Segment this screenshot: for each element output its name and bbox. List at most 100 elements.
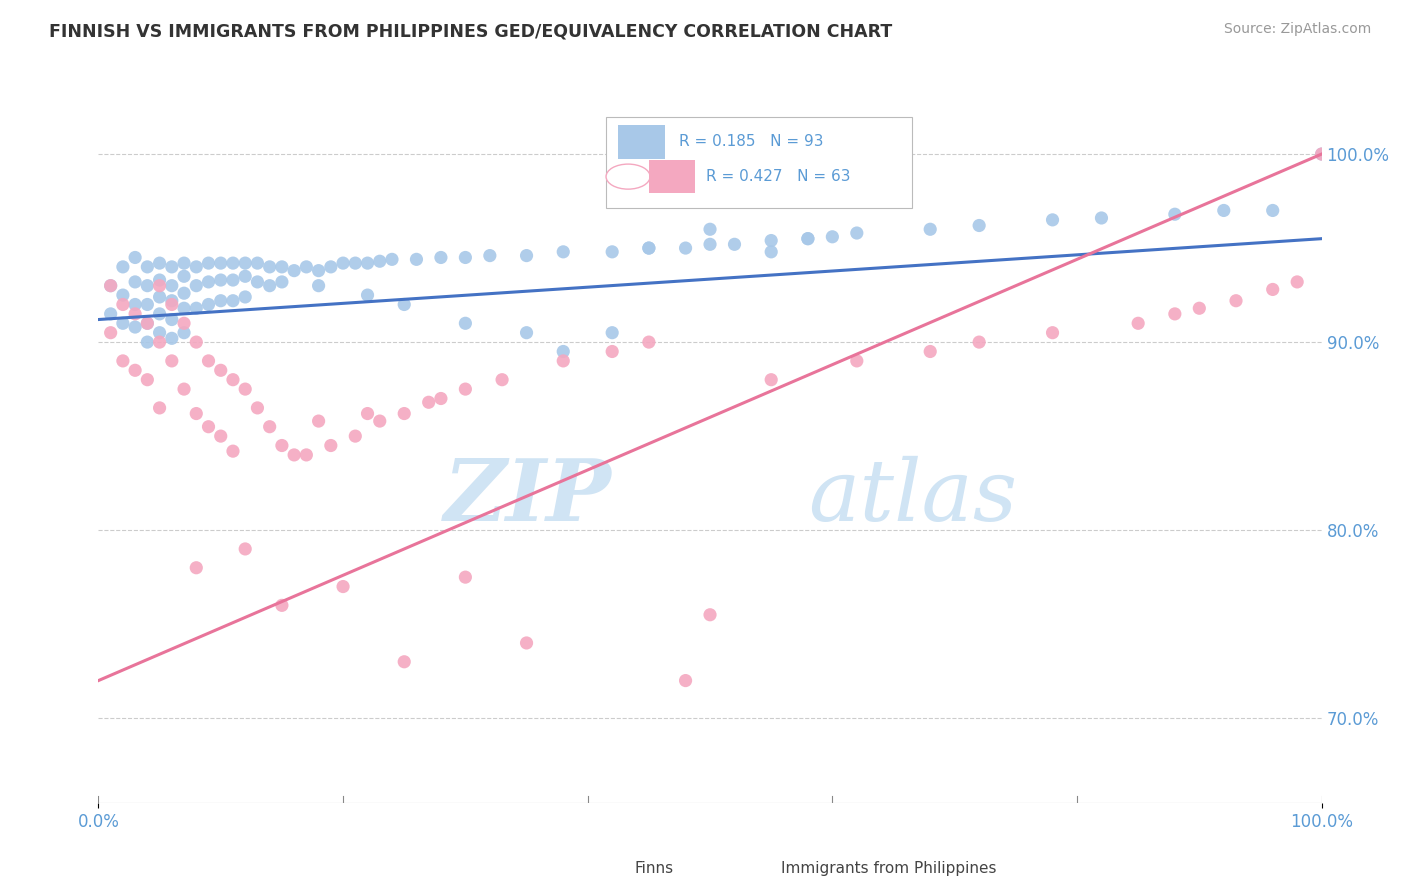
Point	[222, 273, 245, 287]
Point	[761, 244, 783, 259]
Point	[295, 448, 318, 462]
Point	[797, 232, 820, 246]
Point	[675, 241, 697, 255]
Point	[136, 335, 159, 350]
Point	[136, 297, 159, 311]
Point	[600, 344, 623, 359]
Point	[356, 288, 378, 302]
Point	[1310, 147, 1333, 161]
Point	[723, 237, 745, 252]
Point	[295, 260, 318, 274]
Point	[392, 297, 416, 311]
Circle shape	[606, 164, 650, 189]
Point	[319, 260, 342, 274]
Point	[967, 219, 990, 233]
Point	[332, 580, 354, 594]
Point	[1188, 301, 1211, 316]
Point	[638, 241, 661, 255]
Point	[283, 263, 305, 277]
Point	[222, 256, 245, 270]
Point	[1261, 203, 1284, 218]
Point	[173, 256, 195, 270]
Point	[136, 278, 159, 293]
Point	[600, 244, 623, 259]
Point	[233, 541, 256, 556]
Point	[186, 560, 208, 574]
Point	[392, 655, 416, 669]
Point	[111, 354, 134, 368]
Point	[491, 373, 513, 387]
Point	[478, 249, 501, 263]
Point	[454, 382, 477, 396]
Point	[1286, 275, 1309, 289]
Point	[136, 373, 159, 387]
Point	[454, 316, 477, 330]
Point	[246, 256, 269, 270]
Point	[186, 260, 208, 274]
Point	[186, 407, 208, 421]
Point	[186, 278, 208, 293]
Point	[553, 354, 575, 368]
Point	[638, 241, 661, 255]
Point	[246, 275, 269, 289]
Point	[173, 326, 195, 340]
Point	[761, 234, 783, 248]
Point	[368, 254, 391, 268]
Point	[149, 278, 172, 293]
Point	[209, 429, 232, 443]
Point	[149, 290, 172, 304]
Point	[111, 297, 134, 311]
Point	[418, 395, 440, 409]
Point	[222, 444, 245, 458]
Point	[209, 293, 232, 308]
Point	[600, 326, 623, 340]
Point	[100, 278, 122, 293]
Point	[1310, 147, 1333, 161]
Text: ZIP: ZIP	[444, 455, 612, 539]
Point	[233, 382, 256, 396]
Point	[124, 363, 146, 377]
Point	[209, 256, 232, 270]
Text: FINNISH VS IMMIGRANTS FROM PHILIPPINES GED/EQUIVALENCY CORRELATION CHART: FINNISH VS IMMIGRANTS FROM PHILIPPINES G…	[49, 22, 893, 40]
Point	[149, 335, 172, 350]
Point	[515, 636, 537, 650]
Point	[149, 326, 172, 340]
Point	[160, 312, 183, 326]
Point	[308, 278, 330, 293]
Point	[173, 316, 195, 330]
Point	[222, 373, 245, 387]
Point	[160, 260, 183, 274]
Point	[553, 344, 575, 359]
Text: atlas: atlas	[808, 455, 1017, 538]
Point	[920, 222, 942, 236]
Point	[173, 301, 195, 316]
Point	[381, 252, 404, 267]
Point	[515, 249, 537, 263]
Point	[1090, 211, 1112, 225]
Point	[270, 599, 294, 613]
Point	[1164, 207, 1187, 221]
Point	[124, 307, 146, 321]
Point	[821, 229, 844, 244]
FancyBboxPatch shape	[606, 118, 912, 208]
Point	[845, 226, 868, 240]
Point	[100, 326, 122, 340]
Point	[967, 335, 990, 350]
Point	[259, 419, 281, 434]
Text: Finns: Finns	[634, 862, 673, 877]
Point	[160, 297, 183, 311]
Point	[308, 263, 330, 277]
Point	[1212, 203, 1234, 218]
Point	[136, 316, 159, 330]
Point	[675, 673, 697, 688]
Point	[699, 237, 721, 252]
Point	[209, 273, 232, 287]
Point	[344, 256, 367, 270]
Point	[553, 244, 575, 259]
Point	[761, 373, 783, 387]
Text: Immigrants from Philippines: Immigrants from Philippines	[780, 862, 997, 877]
Bar	[588, 858, 624, 880]
Point	[160, 278, 183, 293]
Point	[149, 273, 172, 287]
Point	[270, 275, 294, 289]
